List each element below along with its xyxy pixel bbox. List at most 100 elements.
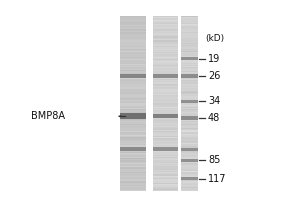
Bar <box>181 44 198 45</box>
Bar <box>153 188 178 190</box>
Bar <box>153 144 178 145</box>
Bar <box>120 56 146 57</box>
Bar <box>153 173 178 174</box>
Bar <box>181 65 198 66</box>
Bar <box>120 53 146 54</box>
Text: 26: 26 <box>208 71 220 81</box>
Bar <box>181 155 198 156</box>
Bar <box>181 25 198 26</box>
Bar <box>181 101 198 102</box>
Bar <box>153 68 178 70</box>
Bar <box>181 114 198 115</box>
Bar <box>120 57 146 58</box>
Bar <box>120 35 146 36</box>
Bar <box>153 63 178 64</box>
Bar <box>153 114 178 115</box>
Bar <box>153 117 178 119</box>
Bar <box>120 38 146 39</box>
Bar <box>181 35 198 36</box>
Bar <box>153 26 178 28</box>
Bar <box>120 150 146 151</box>
Bar <box>181 84 198 85</box>
Bar <box>153 170 178 171</box>
Bar <box>120 163 146 164</box>
Bar <box>181 134 198 135</box>
Bar <box>153 28 178 29</box>
Bar <box>153 103 178 105</box>
Bar <box>120 81 146 82</box>
Bar <box>153 184 178 185</box>
Bar <box>120 17 146 191</box>
Bar <box>120 177 146 178</box>
Bar <box>181 50 198 51</box>
Bar <box>181 153 198 155</box>
Bar <box>120 23 146 24</box>
Bar <box>181 109 198 110</box>
Bar <box>181 131 198 132</box>
Bar <box>120 65 146 66</box>
Bar <box>153 159 178 160</box>
Bar <box>120 30 146 31</box>
Bar <box>120 22 146 23</box>
Bar <box>153 57 178 58</box>
Bar <box>120 33 146 35</box>
Bar <box>181 150 198 151</box>
Bar <box>120 102 146 103</box>
Bar <box>181 54 198 56</box>
Bar <box>181 73 198 74</box>
Bar <box>181 28 198 29</box>
Bar <box>181 105 198 106</box>
Bar <box>120 51 146 52</box>
Bar <box>120 120 146 121</box>
Bar <box>181 59 198 60</box>
Bar <box>181 70 198 71</box>
Bar <box>181 71 198 72</box>
Bar <box>181 113 198 114</box>
Bar <box>181 53 198 54</box>
Bar <box>120 158 146 159</box>
Bar <box>153 45 178 46</box>
Bar <box>153 167 178 169</box>
Bar <box>120 98 146 99</box>
Bar <box>181 187 198 188</box>
Bar <box>120 174 146 176</box>
Bar <box>120 188 146 190</box>
Bar <box>153 22 178 23</box>
Bar <box>120 31 146 32</box>
Bar <box>181 81 198 82</box>
Bar <box>153 134 178 135</box>
Bar <box>153 74 178 75</box>
Bar <box>120 40 146 42</box>
Bar <box>153 165 178 166</box>
Text: BMP8A: BMP8A <box>31 111 65 121</box>
Bar <box>153 176 178 177</box>
Bar <box>120 93 146 94</box>
Bar <box>120 159 146 160</box>
Bar <box>153 74 178 78</box>
Bar <box>120 113 146 119</box>
Bar <box>181 148 198 149</box>
Bar <box>120 187 146 188</box>
Bar <box>120 127 146 128</box>
Bar <box>181 116 198 120</box>
Bar <box>153 156 178 157</box>
Bar <box>181 127 198 128</box>
Bar <box>120 109 146 110</box>
Bar <box>153 164 178 165</box>
Bar <box>120 70 146 71</box>
Bar <box>153 183 178 184</box>
Bar <box>120 152 146 153</box>
Bar <box>181 149 198 150</box>
Bar <box>153 16 178 17</box>
Bar <box>181 132 198 134</box>
Bar <box>120 142 146 143</box>
Bar <box>181 61 198 63</box>
Bar <box>153 33 178 35</box>
Bar <box>181 166 198 167</box>
Bar <box>120 91 146 92</box>
Bar <box>181 66 198 67</box>
Bar <box>181 124 198 125</box>
Bar <box>120 123 146 124</box>
Bar <box>181 186 198 187</box>
Bar <box>153 115 178 116</box>
